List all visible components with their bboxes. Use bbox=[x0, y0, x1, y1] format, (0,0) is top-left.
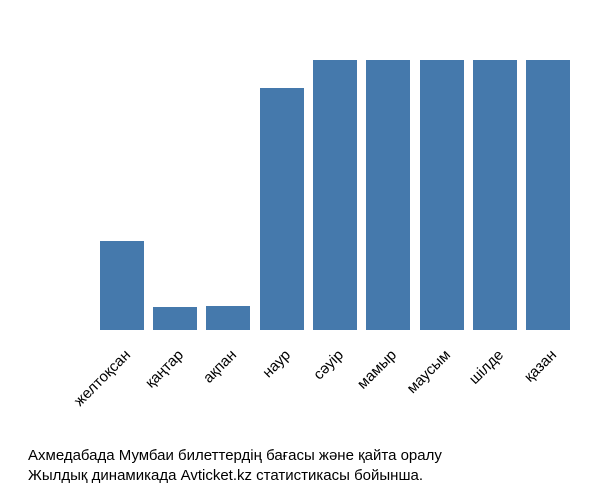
bar bbox=[473, 60, 517, 330]
bar bbox=[206, 306, 250, 330]
price-chart: 7000 ₽7500 ₽8000 ₽8500 ₽9000 ₽9500 ₽1000… bbox=[0, 0, 600, 500]
caption-line-2: Жылдық динамикада Avticket.kz статистика… bbox=[28, 467, 423, 484]
bar bbox=[313, 60, 357, 330]
caption-line-1: Ахмедабада Мумбаи билеттердің бағасы жән… bbox=[28, 447, 442, 464]
bar bbox=[526, 60, 570, 330]
bar bbox=[366, 60, 410, 330]
bar bbox=[420, 60, 464, 330]
bar bbox=[260, 88, 304, 330]
bar bbox=[153, 307, 197, 330]
bar bbox=[100, 241, 144, 330]
